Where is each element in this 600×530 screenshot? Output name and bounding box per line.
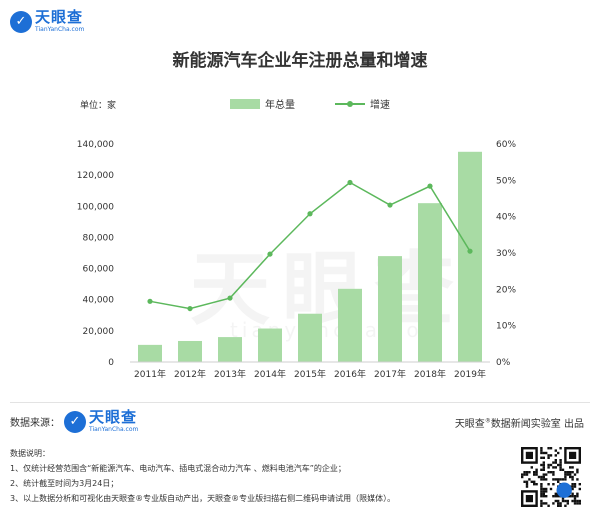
x-tick-label: 2014年 (254, 368, 286, 380)
x-tick-label: 2016年 (334, 368, 366, 380)
x-tick-label: 2019年 (454, 368, 486, 380)
bar (138, 344, 162, 362)
right-axis: 0% 10% 20% 30% 40% 50% 60% (496, 140, 516, 368)
unit-label: 单位：家 (80, 101, 117, 111)
left-axis: 0 20,000 40,000 60,000 80,000 100,000 120,000 1… (77, 140, 114, 368)
note-item: 2、统计截至时间为3月24日； (10, 479, 119, 488)
legend-bar-swatch (230, 98, 260, 109)
y-left-tick-label: 140,000 (77, 140, 114, 150)
notes: 数据说明： 1、仅统计经营范围含“新能源汽车、电动汽车、插电式混合动力汽车 、燃… (10, 446, 500, 506)
credit-suffix: 数据新闻实验室 出品 (490, 419, 584, 430)
combo-chart: 0 20,000 40,000 60,000 80,000 100,000 120,000 1… (77, 140, 517, 380)
y-left-tick-label: 60,000 (83, 265, 115, 275)
y-right-tick-label: 50% (496, 176, 516, 186)
x-tick-label: 2018年 (414, 368, 446, 380)
source-label: 数据来源： (10, 418, 60, 429)
growth-point (147, 298, 153, 304)
growth-point (187, 305, 193, 312)
data-source: 数据来源： ✓ 天眼查 TianYanCha.com (10, 410, 138, 433)
y-left-tick-label: 100,000 (77, 202, 114, 212)
note-item: 1、仅统计经营范围含“新能源汽车、电动汽车、插电式混合动力汽车 、燃料电池汽车”… (10, 464, 346, 473)
x-tick-label: 2012年 (174, 368, 206, 380)
chart-legend: 年总量 增速 (230, 96, 390, 111)
tianyancha-logo[interactable]: ✓ 天眼查 TianYanCha.com (10, 10, 84, 33)
tianyancha-logo-icon: ✓ (64, 410, 86, 433)
growth-point (267, 251, 273, 257)
y-right-tick-label: 30% (496, 249, 516, 259)
bar (218, 337, 242, 362)
growth-point (307, 211, 313, 217)
bar-series (138, 151, 482, 362)
tianyancha-logo-icon: ✓ (10, 10, 32, 33)
credit-prefix: 天眼查 (454, 419, 485, 430)
credit: 天眼查®数据新闻实验室 出品 (454, 417, 584, 430)
y-right-tick-label: 60% (496, 140, 516, 150)
bar (258, 328, 282, 362)
y-left-tick-label: 20,000 (83, 327, 115, 337)
x-axis: 2011年 2012年 2013年 2014年 2015年 2016年 2017年 2018年… (130, 361, 490, 380)
x-tick-label: 2017年 (374, 368, 406, 380)
growth-point (427, 183, 433, 189)
legend-line-swatch (335, 99, 365, 109)
bar (418, 203, 442, 362)
bar (178, 340, 202, 362)
y-right-tick-label: 10% (496, 322, 516, 332)
qr-code-icon[interactable] (521, 447, 581, 507)
bar (338, 288, 362, 362)
y-left-tick-label: 80,000 (83, 233, 115, 243)
notes-title: 数据说明： (10, 449, 50, 458)
growth-point (347, 179, 353, 186)
bar (378, 256, 402, 362)
growth-point (467, 248, 473, 254)
source-logo[interactable]: ✓ 天眼查 TianYanCha.com (64, 410, 138, 433)
growth-point (387, 202, 393, 208)
legend-line-label: 增速 (370, 100, 390, 111)
x-tick-label: 2013年 (214, 368, 246, 380)
note-item: 3、以上数据分析和可视化由天眼查®专业版自动产出，天眼查®专业版扫描右侧二维码申… (10, 494, 396, 503)
x-tick-label: 2015年 (294, 368, 326, 380)
x-tick-label: 2011年 (134, 368, 166, 380)
chart-title: 新能源汽车企业年注册总量和增速 (172, 51, 428, 71)
source-logo-domain: TianYanCha.com (89, 426, 139, 433)
y-left-tick-label: 40,000 (83, 296, 115, 306)
y-left-tick-label: 120,000 (77, 171, 114, 181)
y-right-tick-label: 40% (496, 213, 516, 223)
bar (458, 151, 482, 362)
legend-bar-label: 年总量 (265, 100, 295, 111)
y-right-tick-label: 0% (496, 358, 511, 368)
y-left-tick-label: 0 (108, 358, 114, 368)
line-series (147, 179, 473, 312)
source-logo-name: 天眼查 (89, 408, 138, 426)
logo-domain: TianYanCha.com (35, 26, 85, 33)
y-right-tick-label: 20% (496, 285, 516, 295)
footer-divider (10, 402, 590, 403)
growth-point (227, 295, 233, 301)
logo-name: 天眼查 (35, 8, 84, 26)
bar (298, 313, 322, 362)
